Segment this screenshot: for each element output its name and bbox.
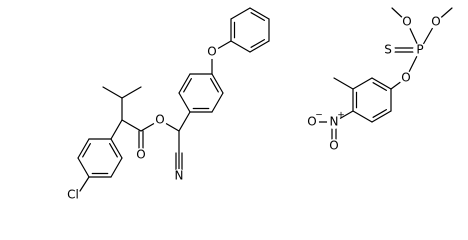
bond <box>230 7 251 20</box>
molecule-1: Cl O O O N <box>66 7 270 202</box>
label-background <box>205 45 219 59</box>
atom-label: O <box>329 139 338 153</box>
bond <box>82 142 91 158</box>
bond <box>178 111 191 132</box>
label-background <box>399 71 413 85</box>
atom-label: S <box>384 43 392 57</box>
charge: + <box>337 111 345 121</box>
bond <box>371 77 392 90</box>
atom-label: O <box>207 45 216 59</box>
bond <box>210 77 219 93</box>
bond <box>178 92 191 113</box>
bond <box>109 142 118 158</box>
bond <box>250 39 266 48</box>
bonds <box>77 7 270 192</box>
atom-label: P <box>416 43 423 57</box>
bond <box>110 157 123 178</box>
bond <box>110 119 123 140</box>
label-background <box>66 188 80 202</box>
molecule-2: O O P S O N O O + − <box>305 7 453 153</box>
label-background <box>172 169 186 183</box>
label-background <box>305 115 319 129</box>
bond <box>79 176 90 192</box>
bond <box>77 157 90 178</box>
bond <box>77 138 90 159</box>
atom-label: O <box>402 15 411 29</box>
atom-label: N <box>175 169 184 183</box>
label-backgrounds <box>66 45 219 202</box>
bond <box>352 110 373 123</box>
bond <box>110 138 123 159</box>
bond <box>102 86 123 99</box>
atom-label: O <box>401 71 410 85</box>
label-background <box>429 15 443 29</box>
bond <box>178 73 191 94</box>
label-background <box>134 148 148 162</box>
label-background <box>400 15 414 29</box>
bond <box>352 77 373 90</box>
bond <box>333 77 354 90</box>
atom-label: Cl <box>67 188 79 202</box>
bond <box>211 73 224 94</box>
label-background <box>327 115 341 129</box>
bond <box>250 12 266 21</box>
bond <box>249 40 270 53</box>
bond <box>230 40 251 53</box>
bond <box>372 109 388 118</box>
atom-label: N <box>330 115 339 129</box>
label-background <box>381 43 395 57</box>
bond <box>372 82 388 91</box>
label-background <box>327 139 341 153</box>
bond <box>249 7 270 20</box>
label-backgrounds <box>305 15 443 153</box>
charge: − <box>315 111 323 121</box>
label-background <box>413 43 427 57</box>
atom-label: O <box>136 148 145 162</box>
atom-label: O <box>431 15 440 29</box>
atom-label: O <box>307 115 316 129</box>
bond <box>211 92 224 113</box>
diagram: Cl O O O N O O P S O N O O + − <box>66 7 453 202</box>
bond <box>183 77 192 93</box>
bond <box>121 119 142 132</box>
atom-label: O <box>155 113 164 127</box>
label-background <box>153 113 167 127</box>
bond <box>371 110 392 123</box>
bond <box>121 86 142 99</box>
